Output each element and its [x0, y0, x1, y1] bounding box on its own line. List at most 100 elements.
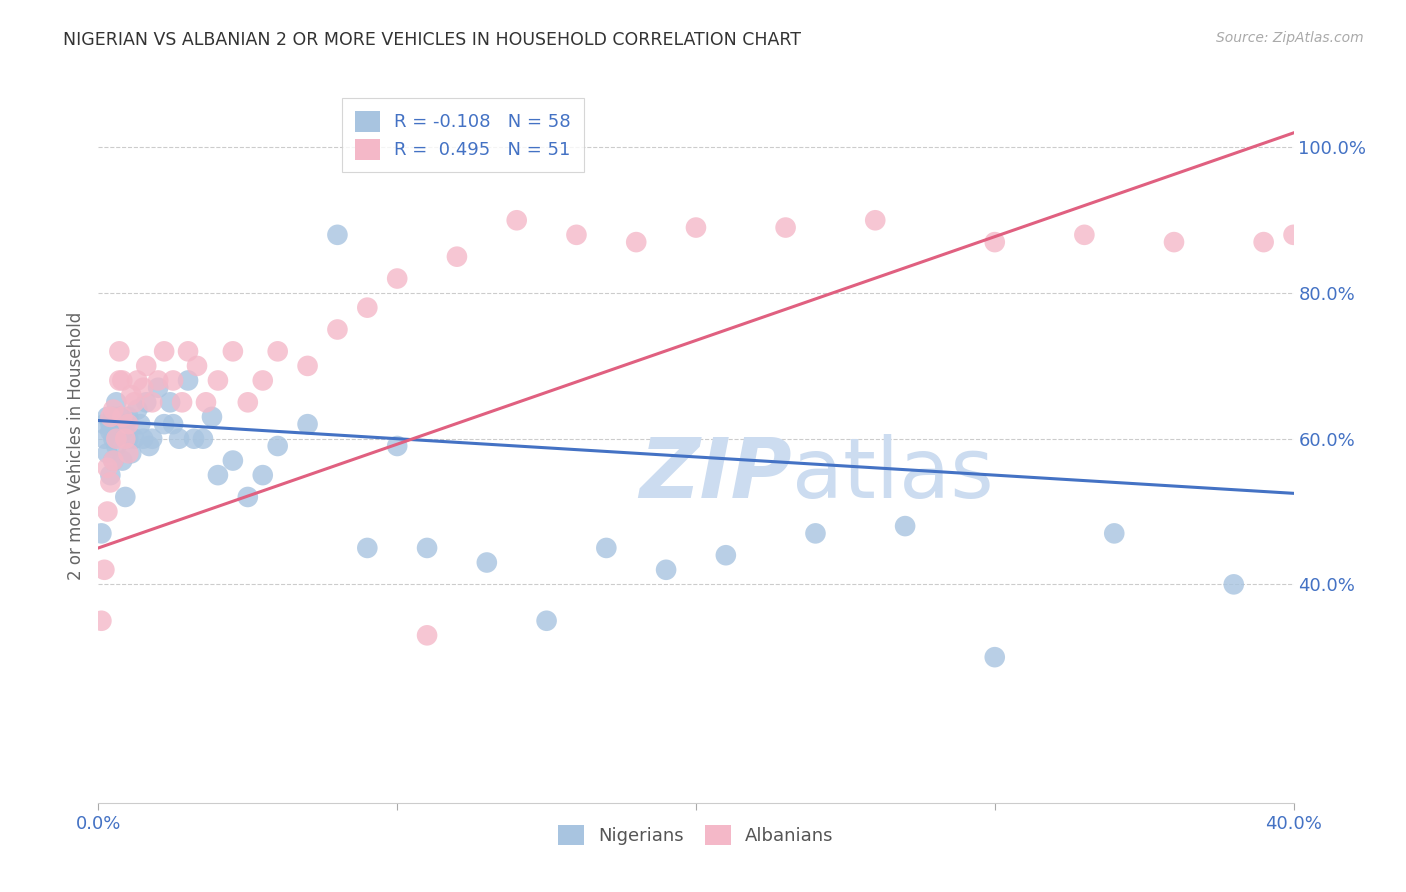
Point [135, 395, 157, 409]
Point [114, 490, 136, 504]
Point [103, 409, 125, 424]
Point [117, 446, 139, 460]
Point [356, 541, 378, 555]
Point [108, 425, 131, 439]
Point [775, 220, 797, 235]
Point [117, 432, 139, 446]
Point [120, 446, 142, 460]
Point [153, 344, 176, 359]
Point [135, 359, 157, 373]
Point [207, 374, 229, 388]
Point [153, 417, 176, 432]
Point [132, 432, 155, 446]
Point [894, 519, 917, 533]
Point [90, 526, 112, 541]
Point [655, 563, 678, 577]
Point [416, 628, 439, 642]
Text: atlas: atlas [792, 434, 993, 515]
Point [804, 526, 827, 541]
Text: ZIP: ZIP [638, 434, 792, 515]
Point [98, 425, 122, 439]
Point [111, 453, 134, 467]
Point [148, 381, 170, 395]
Point [96, 460, 118, 475]
Point [385, 271, 409, 285]
Point [506, 213, 529, 227]
Point [98, 417, 122, 432]
Point [177, 344, 200, 359]
Point [111, 374, 134, 388]
Point [111, 409, 134, 424]
Point [236, 395, 259, 409]
Point [124, 432, 146, 446]
Point [714, 548, 737, 562]
Text: Source: ZipAtlas.com: Source: ZipAtlas.com [1216, 31, 1364, 45]
Point [93, 432, 115, 446]
Point [416, 541, 439, 555]
Point [1073, 227, 1095, 242]
Point [117, 417, 139, 432]
Point [207, 468, 229, 483]
Point [103, 453, 125, 467]
Point [177, 374, 200, 388]
Point [96, 446, 118, 460]
Point [326, 322, 349, 336]
Point [103, 453, 125, 467]
Point [117, 409, 139, 424]
Point [252, 468, 274, 483]
Point [108, 374, 131, 388]
Point [222, 453, 245, 467]
Point [356, 301, 378, 315]
Point [159, 395, 181, 409]
Point [120, 388, 142, 402]
Y-axis label: 2 or more Vehicles in Household: 2 or more Vehicles in Household [66, 312, 84, 580]
Point [98, 409, 122, 424]
Point [267, 439, 290, 453]
Point [96, 504, 118, 518]
Point [127, 402, 149, 417]
Point [685, 220, 707, 235]
Point [326, 227, 349, 242]
Point [536, 614, 558, 628]
Point [162, 374, 184, 388]
Point [385, 439, 409, 453]
Point [984, 235, 1007, 249]
Point [93, 417, 115, 432]
Point [475, 556, 498, 570]
Point [132, 381, 155, 395]
Point [138, 439, 160, 453]
Point [267, 344, 290, 359]
Point [183, 432, 205, 446]
Point [1253, 235, 1275, 249]
Text: NIGERIAN VS ALBANIAN 2 OR MORE VEHICLES IN HOUSEHOLD CORRELATION CHART: NIGERIAN VS ALBANIAN 2 OR MORE VEHICLES … [63, 31, 801, 49]
Point [103, 432, 125, 446]
Point [148, 374, 170, 388]
Point [141, 432, 163, 446]
Point [172, 395, 194, 409]
Point [162, 417, 184, 432]
Point [236, 490, 259, 504]
Point [865, 213, 887, 227]
Point [114, 417, 136, 432]
Point [108, 409, 131, 424]
Point [297, 417, 319, 432]
Point [252, 374, 274, 388]
Point [127, 374, 149, 388]
Point [114, 432, 136, 446]
Point [105, 432, 128, 446]
Point [446, 250, 468, 264]
Point [201, 409, 224, 424]
Point [186, 359, 208, 373]
Point [111, 425, 134, 439]
Point [565, 227, 588, 242]
Point [103, 402, 125, 417]
Point [96, 409, 118, 424]
Point [90, 614, 112, 628]
Point [98, 475, 122, 490]
Legend: Nigerians, Albanians: Nigerians, Albanians [546, 812, 846, 858]
Point [1282, 227, 1305, 242]
Point [297, 359, 319, 373]
Point [108, 344, 131, 359]
Point [105, 395, 128, 409]
Point [195, 395, 218, 409]
